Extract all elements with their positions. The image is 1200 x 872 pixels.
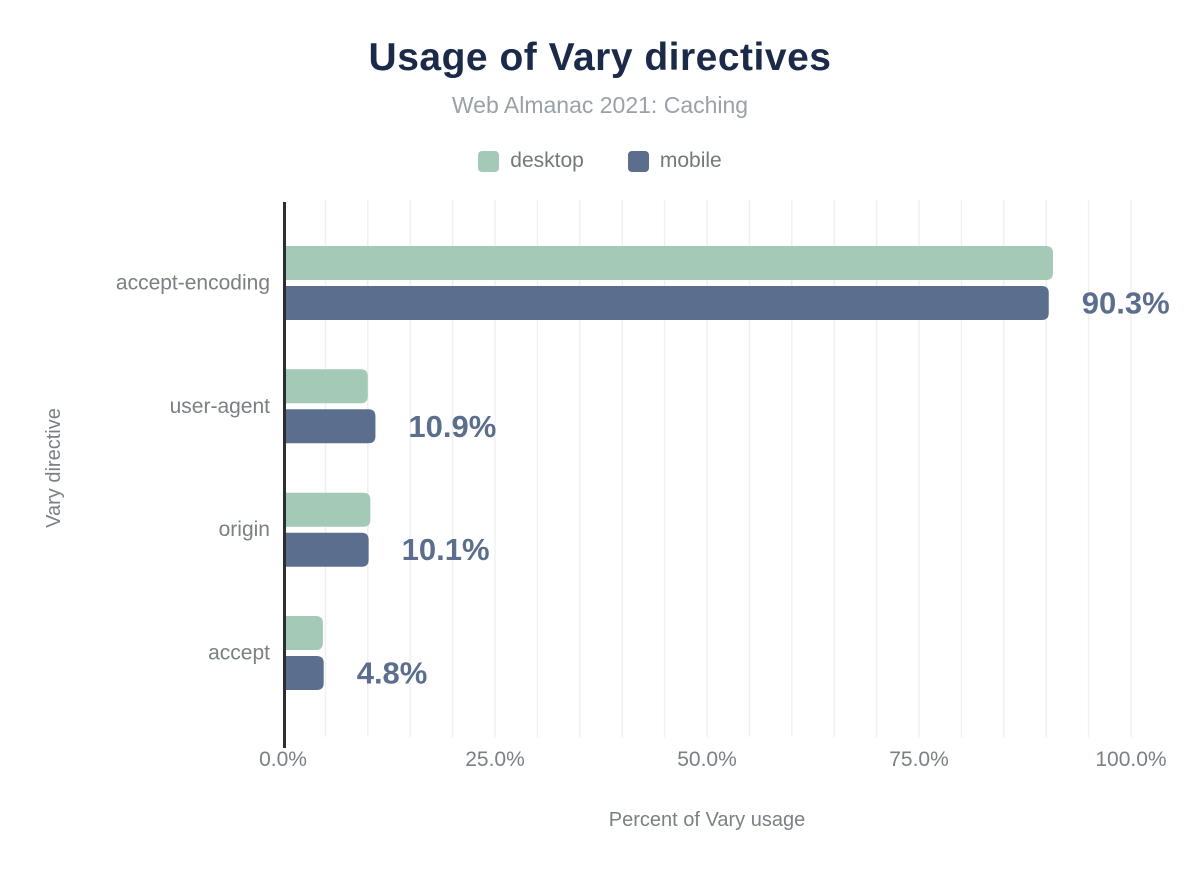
legend-swatch-desktop-icon — [478, 150, 500, 172]
bar-mobile-accept-encoding[interactable] — [286, 286, 1049, 320]
category-label-user-agent: user-agent — [170, 395, 271, 418]
bar-mobile-accept[interactable] — [286, 656, 324, 690]
bar-desktop-accept-encoding[interactable] — [286, 246, 1053, 280]
category-label-accept-encoding: accept-encoding — [116, 272, 270, 295]
legend-swatch-mobile-icon — [627, 150, 649, 172]
value-label-accept: 4.8% — [357, 656, 428, 691]
axis-titles: Percent of Vary usage Vary directive — [43, 408, 805, 831]
bar-desktop-user-agent[interactable] — [286, 369, 368, 404]
legend-item-desktop[interactable]: desktop — [478, 149, 584, 173]
bar-desktop-origin[interactable] — [286, 492, 371, 527]
x-tick-label-100: 100.0% — [1095, 748, 1166, 771]
x-tick-label-50: 50.0% — [677, 748, 737, 771]
gridlines — [324, 200, 1132, 737]
value-labels: 90.3% 10.9% 10.1% 4.8% — [357, 286, 1170, 691]
x-tick-labels: 0.0% 25.0% 50.0% 75.0% 100.0% — [259, 748, 1167, 771]
x-axis-title: Percent of Vary usage — [609, 809, 805, 831]
value-label-user-agent: 10.9% — [408, 409, 496, 444]
legend-item-mobile[interactable]: mobile — [627, 149, 722, 173]
category-label-accept: accept — [208, 642, 270, 665]
page-title: Usage of Vary directives — [368, 36, 832, 79]
x-tick-label-75: 75.0% — [889, 748, 949, 771]
legend-label-mobile: mobile — [659, 149, 722, 172]
page-subtitle: Web Almanac 2021: Caching — [451, 92, 749, 118]
bars — [286, 246, 1053, 690]
bar-mobile-user-agent[interactable] — [286, 409, 376, 444]
legend-label-desktop: desktop — [510, 149, 584, 172]
category-label-origin: origin — [219, 518, 270, 541]
x-tick-label-0: 0.0% — [259, 748, 307, 771]
bar-desktop-accept[interactable] — [286, 616, 323, 650]
legend: desktop mobile — [0, 149, 1200, 173]
value-label-origin: 10.1% — [402, 532, 490, 567]
x-tick-label-25: 25.0% — [465, 748, 525, 771]
category-labels: accept-encoding user-agent origin accept — [116, 272, 270, 665]
y-axis-title: Vary directive — [43, 408, 65, 528]
value-label-accept-encoding: 90.3% — [1082, 286, 1170, 321]
bar-mobile-origin[interactable] — [286, 532, 369, 567]
